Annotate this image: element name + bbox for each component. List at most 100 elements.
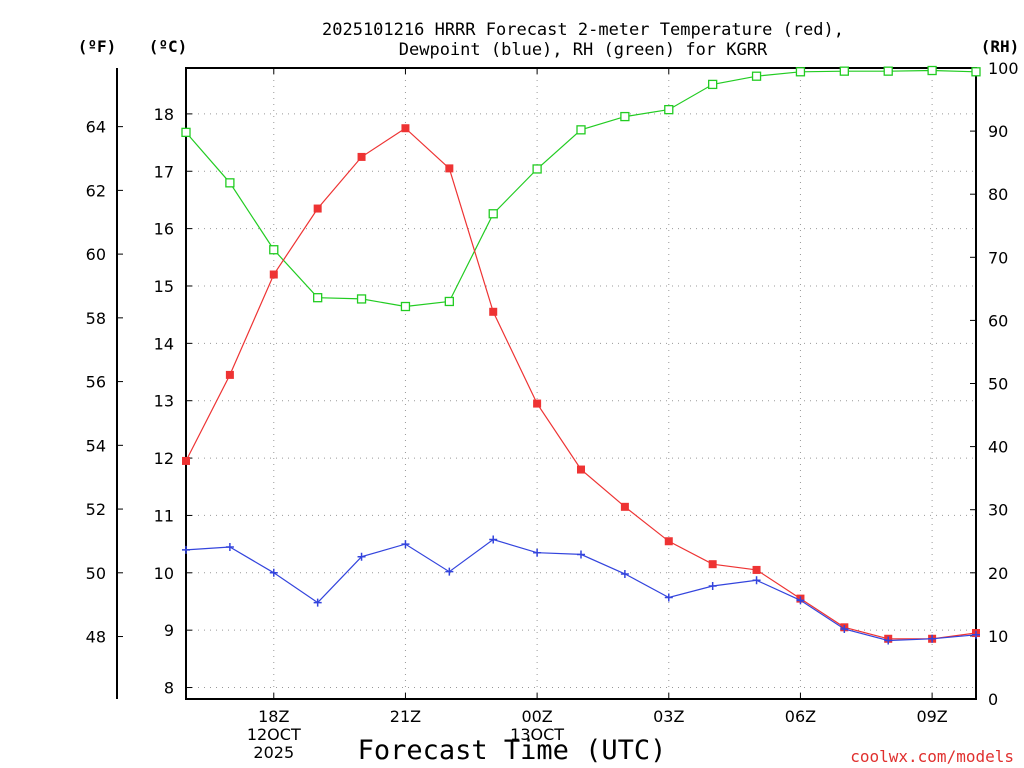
x-tick-label: 03Z [653,707,684,726]
fahrenheit-unit-label: (ºF) [78,37,117,56]
fahrenheit-tick-label: 52 [86,500,106,519]
data-series [181,65,981,645]
temperature-point [445,164,454,173]
rh-tick-label: 80 [988,185,1008,204]
fahrenheit-tick-label: 58 [86,309,106,328]
celsius-tick-label: 12 [154,449,174,468]
rh-tick-label: 90 [988,122,1008,141]
x-tick-label: 18Z [258,707,289,726]
chart-title-line-1: 2025101216 HRRR Forecast 2-meter Tempera… [322,20,844,40]
celsius-tick-label: 9 [164,621,174,640]
rh-point [576,125,586,135]
x-axis-label: Forecast Time (UTC) [358,735,667,766]
rh-point [269,245,279,255]
temperature-point [620,502,629,511]
celsius-tick-label: 16 [154,220,174,239]
dewpoint-point [664,593,673,602]
celsius-tick-label: 14 [154,334,174,353]
celsius-tick-label: 15 [154,277,174,296]
temperature-point [357,152,366,161]
rh-point [356,294,367,304]
dewpoint-point [752,576,761,585]
rh-point [751,71,762,81]
celsius-unit-label: (ºC) [149,37,188,56]
rh-point [839,66,849,76]
celsius-tick-label: 10 [154,564,174,583]
fahrenheit-tick-label: 50 [86,564,106,583]
dewpoint-point [928,634,937,643]
rh-point [795,67,806,77]
rh-point [400,301,411,312]
grid [186,68,976,699]
temperature-point [269,270,278,279]
x-tick-label: 06Z [785,707,816,726]
rh-tick-label: 70 [988,248,1008,267]
x-tick-label: 00Z [521,707,552,726]
temperature-point [577,465,585,474]
rh-point [620,111,630,122]
dewpoint-point [489,535,498,544]
rh-point [313,293,323,303]
dewpoint-point [225,542,234,551]
dewpoint-point [182,545,190,554]
dewpoint-point [357,552,366,561]
temperature-point [708,560,717,569]
rh-point [883,66,893,76]
dewpoint-point [796,596,805,605]
rh-tick-label: 40 [988,438,1008,457]
rh-point [927,65,937,76]
x-tick-label: 21Z [390,707,421,726]
rh-point [444,296,454,307]
celsius-tick-label: 17 [154,162,174,181]
fahrenheit-tick-label: 64 [86,118,106,137]
rh-tick-label: 0 [988,690,998,709]
dewpoint-point [533,548,542,557]
rh-tick-label: 60 [988,311,1008,330]
rh-point [971,67,981,77]
dewpoint-point [884,636,893,645]
dewpoint-point [577,550,585,559]
temperature-point [182,456,190,465]
rh-tick-label: 30 [988,501,1008,520]
rh-unit-label: (RH) [981,37,1020,56]
rh-tick-label: 20 [988,564,1008,583]
x-tick-label: 12OCT [247,725,301,744]
celsius-tick-label: 18 [154,105,174,124]
fahrenheit-tick-label: 60 [86,245,106,264]
dewpoint-point [708,581,717,590]
temperature-point [533,399,542,408]
temperature-point [401,124,410,133]
fahrenheit-tick-label: 62 [86,181,106,200]
dewpoint-point [972,630,980,639]
rh-tick-label: 100 [988,59,1019,78]
temperature-point [664,537,673,546]
chart-title-line-2: Dewpoint (blue), RH (green) for KGRR [399,40,768,60]
plot-frame [185,67,977,700]
rh-point [488,209,498,219]
rh-tick-label: 50 [988,375,1008,394]
temperature-point [313,204,322,213]
rh-point [664,104,674,115]
rh-point [532,164,542,174]
dewpoint-point [269,568,278,577]
rh-line [185,69,977,308]
dewpoint-point [401,540,410,549]
celsius-tick-label: 8 [164,679,174,698]
temperature-point [752,565,761,574]
dewpoint-point [445,567,454,576]
dewpoint-point [840,625,849,634]
celsius-tick-label: 13 [154,392,174,411]
x-tick-label: 13OCT [510,725,564,744]
credit-link[interactable]: coolwx.com/models [850,747,1014,766]
rh-tick-label: 10 [988,627,1008,646]
rh-point [181,127,191,138]
temperature-line [185,127,977,640]
x-tick-label: 09Z [916,707,947,726]
dewpoint-point [313,598,322,607]
fahrenheit-tick-label: 48 [86,628,106,647]
dewpoint-point [620,569,629,578]
x-tick-label: 2025 [253,743,294,762]
fahrenheit-tick-label: 54 [86,436,106,455]
